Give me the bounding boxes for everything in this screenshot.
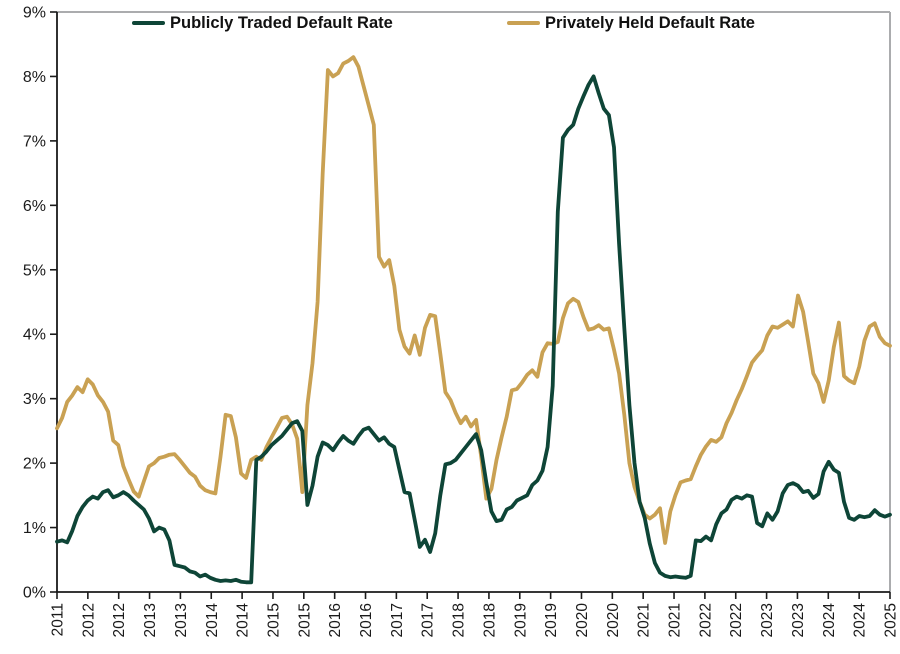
x-axis-label: 2022 — [697, 603, 714, 637]
y-axis-label: 1% — [23, 520, 46, 537]
x-axis-label: 2013 — [142, 603, 159, 637]
x-axis-label: 2018 — [451, 603, 468, 637]
x-axis-label: 2022 — [728, 603, 745, 637]
publicly-traded-line — [55, 74, 892, 585]
y-axis-label: 5% — [23, 262, 46, 279]
x-axis-label: 2021 — [636, 603, 653, 637]
x-axis-label: 2015 — [296, 603, 313, 637]
x-axis-label: 2021 — [667, 603, 684, 637]
x-axis-label: 2020 — [605, 603, 622, 638]
y-axis-label: 0% — [23, 585, 46, 602]
x-axis-label: 2019 — [543, 603, 560, 637]
x-axis-label: 2012 — [111, 603, 128, 637]
y-axis-label: 9% — [23, 5, 46, 22]
y-axis-label: 7% — [23, 133, 46, 150]
y-axis-label: 3% — [23, 391, 46, 408]
x-axis-label: 2019 — [512, 603, 529, 637]
x-axis-label: 2018 — [481, 603, 498, 637]
x-axis-label: 2017 — [389, 603, 406, 637]
x-axis-label: 2023 — [790, 603, 807, 637]
x-axis-label: 2014 — [204, 603, 221, 638]
x-axis-label: 2024 — [852, 603, 869, 638]
x-axis-label: 2020 — [574, 603, 591, 638]
y-axis-label: 6% — [23, 198, 46, 215]
x-axis-label: 2024 — [821, 603, 838, 638]
x-axis-label: 2016 — [327, 603, 344, 637]
x-axis-label: 2013 — [173, 603, 190, 637]
x-axis-label: 2016 — [358, 603, 375, 637]
x-axis-label: 2014 — [235, 603, 252, 638]
y-axis-label: 8% — [23, 69, 46, 86]
y-axis-label: 4% — [23, 327, 46, 344]
x-axis-label: 2017 — [420, 603, 437, 637]
x-axis-label: 2012 — [80, 603, 97, 637]
x-axis-label: 2025 — [883, 603, 900, 637]
privately-held-line — [55, 55, 892, 545]
y-axis-label: 2% — [23, 456, 46, 473]
x-axis-label: 2023 — [759, 603, 776, 637]
x-axis-label: 2015 — [265, 603, 282, 637]
x-axis-label: 2011 — [50, 603, 67, 636]
